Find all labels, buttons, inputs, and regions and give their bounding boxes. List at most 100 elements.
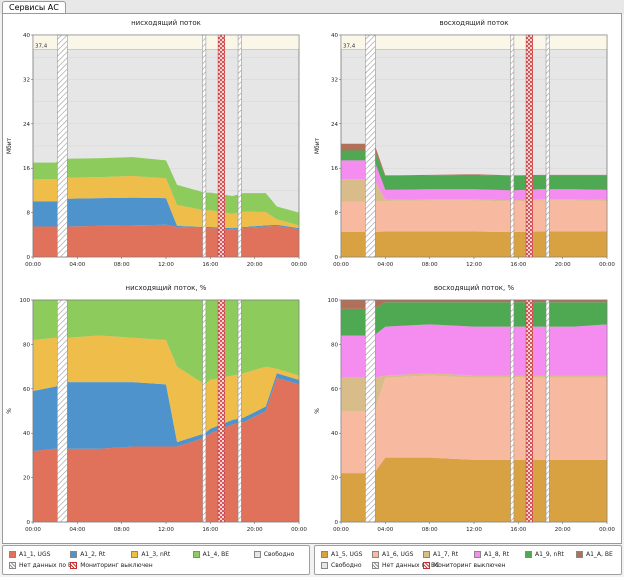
y-tick-label: 0 bbox=[335, 255, 339, 261]
x-tick-label: 04:00 bbox=[377, 262, 393, 268]
y-tick-label: 20 bbox=[331, 476, 338, 482]
legend-label: A1_2, Rt bbox=[80, 551, 106, 558]
x-tick-label: 20:00 bbox=[247, 527, 263, 533]
legend-label: A1_9, nRt bbox=[535, 551, 564, 558]
y-tick-label: 24 bbox=[23, 122, 30, 128]
chart-downstream-percent: 0 20 40 60 80 100 00:00 04:00 08:00 12:00 16:00 20:… bbox=[3, 279, 309, 542]
y-tick-label: 16 bbox=[23, 166, 30, 172]
gap-no-data bbox=[202, 299, 207, 523]
x-tick-label: 12:00 bbox=[158, 262, 174, 268]
gap-no-data bbox=[510, 299, 515, 523]
x-tick-label: 16:00 bbox=[202, 527, 218, 533]
chart-title: нисходящий поток, % bbox=[126, 284, 207, 292]
gap-no-data bbox=[545, 34, 550, 258]
y-axis-label: % bbox=[314, 408, 321, 414]
x-tick-label: 00:00 bbox=[333, 262, 349, 268]
gap-monitoring-off bbox=[217, 299, 225, 523]
x-tick-label: 12:00 bbox=[158, 527, 174, 533]
y-axis-label: Мбит bbox=[6, 137, 13, 154]
series-a1-9-nrt bbox=[341, 302, 607, 336]
series-a1-4-be bbox=[33, 300, 299, 385]
x-tick-label: 16:00 bbox=[510, 527, 526, 533]
series-a1-2-rt bbox=[33, 197, 299, 230]
y-tick-label: 80 bbox=[331, 342, 338, 348]
x-tick-label: 12:00 bbox=[466, 527, 482, 533]
content-panel: 37,4 0 8 16 24 32 40 00:00 04:00 08:00 12:00 16:00 2… bbox=[2, 13, 622, 544]
series-a1-5-ugs bbox=[341, 231, 607, 257]
legend-label: A1_4, BE bbox=[202, 551, 230, 558]
max-band bbox=[33, 35, 299, 50]
x-tick-label: 00:00 bbox=[599, 262, 615, 268]
legend-downstream: A1_1, UGS A1_2, Rt A1_3, nRt A1_4, BE Свобод… bbox=[2, 545, 310, 575]
legend-swatch bbox=[372, 551, 379, 558]
y-tick-label: 0 bbox=[27, 255, 31, 261]
gap-monitoring-off bbox=[525, 299, 533, 523]
legend-label: A1_3, nRt bbox=[141, 551, 171, 558]
series-a1-1-ugs bbox=[33, 377, 299, 522]
legend-swatch bbox=[321, 551, 328, 558]
x-tick-label: 00:00 bbox=[333, 527, 349, 533]
y-tick-label: 32 bbox=[331, 77, 338, 83]
legend-swatch bbox=[474, 551, 481, 558]
x-tick-label: 08:00 bbox=[422, 527, 438, 533]
legend-swatch bbox=[372, 562, 379, 569]
x-tick-label: 20:00 bbox=[555, 262, 571, 268]
legend-upstream: A1_5, UGS A1_6, UGS A1_7, Rt A1_8, Rt A1_9, … bbox=[314, 545, 622, 575]
x-tick-label: 04:00 bbox=[377, 527, 393, 533]
series-a1-8-rt bbox=[341, 160, 607, 201]
legend-label: A1_8, Rt bbox=[484, 551, 510, 558]
gap-no-data bbox=[57, 299, 68, 523]
chart-downstream-mbit: 37,4 0 8 16 24 32 40 00:00 04:00 08:00 12:00 16:00 2… bbox=[3, 14, 309, 277]
x-tick-label: 00:00 bbox=[291, 527, 307, 533]
chart-title: восходящий поток bbox=[439, 19, 508, 27]
tab-services[interactable]: Сервисы АС bbox=[2, 1, 66, 14]
legend-label: A1_5, UGS bbox=[331, 551, 363, 558]
max-band bbox=[341, 35, 607, 50]
legend-swatch bbox=[70, 562, 78, 569]
legend-swatch bbox=[423, 551, 430, 558]
y-tick-label: 32 bbox=[23, 77, 30, 83]
chart-title: нисходящий поток bbox=[131, 19, 201, 27]
legend-label: A1_A, BE bbox=[586, 551, 613, 558]
legend-swatch bbox=[253, 551, 261, 558]
legend-label: A1_7, Rt bbox=[433, 551, 459, 558]
y-tick-label: 100 bbox=[20, 298, 31, 304]
legend-label: Мониторинг выключен bbox=[80, 562, 153, 569]
x-tick-label: 08:00 bbox=[114, 527, 130, 533]
x-tick-label: 08:00 bbox=[114, 262, 130, 268]
series-a1-8-rt bbox=[341, 324, 607, 378]
series-a1-4-be bbox=[33, 157, 299, 226]
legend-swatch bbox=[192, 551, 200, 558]
series-a1-1-ugs bbox=[33, 224, 299, 257]
y-axis-label: % bbox=[6, 408, 13, 414]
legend-swatch bbox=[70, 551, 78, 558]
x-tick-label: 04:00 bbox=[69, 527, 85, 533]
legend-swatch bbox=[9, 562, 16, 569]
y-tick-label: 0 bbox=[27, 520, 31, 526]
y-tick-label: 80 bbox=[23, 342, 30, 348]
x-tick-label: 16:00 bbox=[202, 262, 218, 268]
gap-no-data bbox=[365, 299, 376, 523]
legend-label: A1_6, UGS bbox=[382, 551, 414, 558]
legend-label: Нет данных по БС bbox=[19, 562, 77, 569]
legend-label: Свободно bbox=[263, 551, 295, 558]
gap-monitoring-off bbox=[525, 34, 533, 258]
max-label: 37,4 bbox=[343, 43, 356, 49]
y-tick-label: 16 bbox=[331, 166, 338, 172]
chart-upstream-mbit: 37,4 0 8 16 24 32 40 00:00 04:00 08:00 12:00 16:00 2… bbox=[311, 14, 617, 277]
gap-no-data bbox=[510, 34, 515, 258]
x-tick-label: 00:00 bbox=[25, 262, 41, 268]
x-tick-label: 00:00 bbox=[599, 527, 615, 533]
gap-no-data bbox=[365, 34, 376, 258]
x-tick-label: 16:00 bbox=[510, 262, 526, 268]
chart-upstream-percent: 0 20 40 60 80 100 00:00 04:00 08:00 12:00 16:00 20:… bbox=[311, 279, 617, 542]
x-tick-label: 12:00 bbox=[466, 262, 482, 268]
gap-monitoring-off bbox=[217, 34, 225, 258]
legend-label: Мониторинг выключен bbox=[433, 562, 506, 569]
legend-label: Нет данных по БС bbox=[382, 562, 440, 569]
gap-no-data bbox=[202, 34, 207, 258]
y-tick-label: 100 bbox=[328, 298, 339, 304]
legend-swatch bbox=[9, 551, 16, 558]
legend-swatch bbox=[423, 562, 430, 569]
y-tick-label: 40 bbox=[23, 33, 30, 39]
